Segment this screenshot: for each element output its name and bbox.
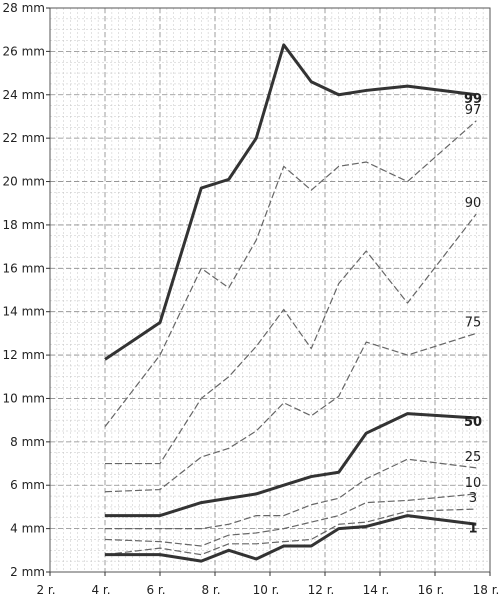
y-tick-label: 28 mm <box>3 1 45 15</box>
y-tick-label: 18 mm <box>3 218 45 232</box>
y-tick-label: 2 mm <box>10 565 45 579</box>
series-line-10 <box>104 493 477 547</box>
y-tick-label: 14 mm <box>3 305 45 319</box>
series-line-75 <box>104 332 477 493</box>
series-label-97: 97 <box>465 103 482 118</box>
axis-ticks <box>46 7 491 576</box>
series-label-90: 90 <box>465 196 482 211</box>
series-label-10: 10 <box>465 476 482 491</box>
y-tick-label: 26 mm <box>3 44 45 58</box>
series-label-25: 25 <box>465 450 482 465</box>
series-line-99 <box>104 43 477 361</box>
series-label-99: 99 <box>464 92 482 107</box>
series-line-3 <box>104 508 477 556</box>
y-tick-label: 10 mm <box>3 391 45 405</box>
x-tick-label: 10 r. <box>253 583 280 597</box>
x-tick-label: 16 r. <box>418 583 445 597</box>
y-tick-label: 12 mm <box>3 348 45 362</box>
series-line-97 <box>104 120 477 428</box>
x-tick-label: 12 r. <box>308 583 335 597</box>
y-tick-label: 24 mm <box>3 88 45 102</box>
y-tick-label: 8 mm <box>10 435 45 449</box>
series-line-25 <box>105 458 477 530</box>
series-label-1: 1 <box>468 521 477 536</box>
series-line-1 <box>105 514 477 563</box>
y-tick-label: 22 mm <box>3 131 45 145</box>
y-tick-label: 6 mm <box>10 478 45 492</box>
x-tick-label: 6 r. <box>146 583 165 597</box>
series-lines <box>104 43 477 563</box>
y-tick-labels: 2 mm 4 mm 6 mm 8 mm 10 mm 12 mm 14 mm 16 mm 18 m… <box>3 1 45 579</box>
series-label-50: 50 <box>464 415 482 430</box>
x-tick-label: 14 r. <box>363 583 390 597</box>
x-tick-label: 4 r. <box>91 583 110 597</box>
series-label-75: 75 <box>465 315 482 330</box>
y-tick-label: 20 mm <box>3 175 45 189</box>
series-line-90 <box>105 213 477 465</box>
x-tick-label: 2 r. <box>36 583 55 597</box>
series-label-3: 3 <box>469 491 477 506</box>
x-tick-labels: 2 r. 4 r. 6 r. 8 r. 10 r. 12 r. 14 r. 16 r. 18 r… <box>36 583 499 597</box>
x-tick-label: 18 r. <box>473 583 500 597</box>
x-tick-label: 8 r. <box>201 583 220 597</box>
series-line-50 <box>105 412 477 518</box>
y-tick-label: 16 mm <box>3 261 45 275</box>
y-tick-label: 4 mm <box>10 522 45 536</box>
